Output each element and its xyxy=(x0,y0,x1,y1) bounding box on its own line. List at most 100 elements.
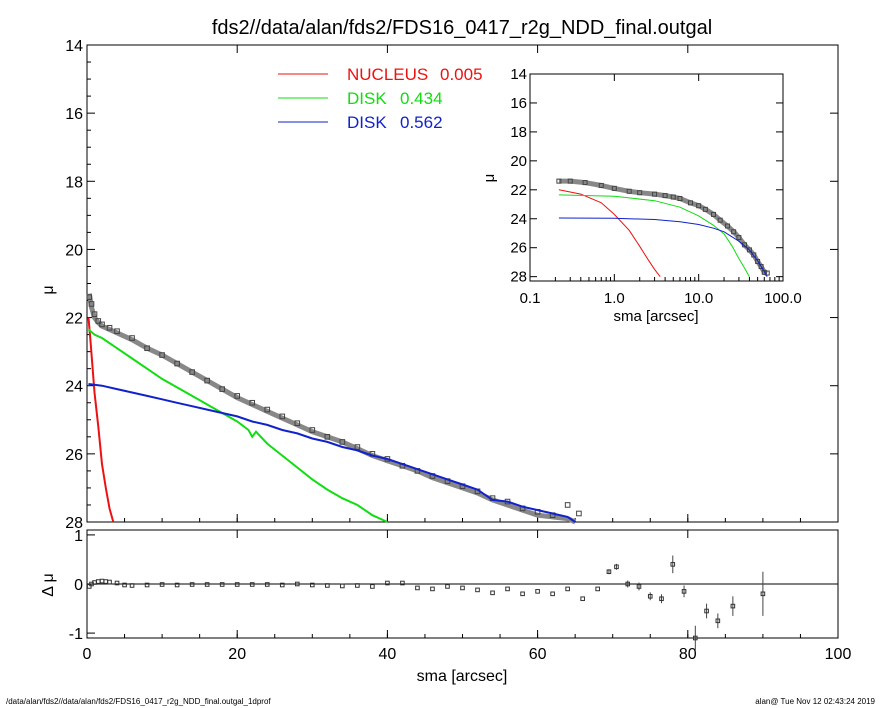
inset-data-point xyxy=(687,200,693,206)
inset-data-point xyxy=(567,178,573,184)
residual-point xyxy=(355,583,360,588)
inset-data-point xyxy=(755,258,761,264)
main-data-point xyxy=(339,439,346,445)
main-series-line-0 xyxy=(87,317,115,523)
residual-point xyxy=(460,585,465,591)
inset-xtick-label: 10.0 xyxy=(684,290,713,307)
inset-data-point xyxy=(751,252,757,258)
inset-data-point xyxy=(731,229,737,235)
main-series-line-2 xyxy=(88,383,576,523)
legend: NUCLEUS 0.005 DISK 0.434 DISK 0.562 xyxy=(278,65,483,132)
inset-ytick-label: 22 xyxy=(510,182,527,199)
inset-data-point xyxy=(696,203,702,209)
inset-data-point xyxy=(746,247,752,253)
residual-xtick-label: 60 xyxy=(529,646,547,663)
main-ytick-label: 24 xyxy=(65,379,83,396)
residual-point xyxy=(505,586,510,592)
residual-point xyxy=(144,582,150,588)
residual-point xyxy=(99,578,105,584)
inset-data-point xyxy=(652,191,658,197)
inset-data-point xyxy=(711,211,717,217)
inset-data-point xyxy=(725,223,731,229)
main-ytick-label: 28 xyxy=(65,515,83,532)
main-data-point xyxy=(159,352,165,358)
residual-point xyxy=(730,603,736,609)
inset-series-line-1 xyxy=(558,194,750,277)
main-panel: 14 16 18 20 22 24 26 28 μ xyxy=(40,38,839,532)
main-data-point xyxy=(144,345,150,352)
inset-ytick-label: 24 xyxy=(510,211,527,228)
chart-title: fds2//data/alan/fds2/FDS16_0417_r2g_NDD_… xyxy=(212,17,712,39)
main-data-point xyxy=(86,294,93,300)
residual-point xyxy=(475,587,480,593)
residual-point xyxy=(760,591,766,597)
residual-point xyxy=(715,618,721,624)
inset-data-point xyxy=(758,264,764,270)
inset-panel: 0.1 1.0 10.0 100.0 14 16 18 20 22 24 26 28 sma [arcs… xyxy=(481,66,802,325)
residual-ytick-label: 1 xyxy=(74,528,83,545)
inset-data-point xyxy=(677,195,683,201)
residual-point xyxy=(647,593,653,599)
main-model-line xyxy=(86,293,577,525)
inset-data-point xyxy=(670,194,676,200)
inset-ytick-label: 16 xyxy=(510,95,527,112)
main-data-point xyxy=(88,301,95,307)
legend-label-2: DISK xyxy=(347,113,387,132)
inset-ytick-label: 14 xyxy=(510,66,527,83)
residual-point xyxy=(219,582,225,587)
inset-ytick-label: 28 xyxy=(510,269,527,286)
residual-ylabel: Δ μ xyxy=(40,573,57,596)
main-ylabel: μ xyxy=(40,285,57,294)
residual-point xyxy=(659,596,664,602)
main-ytick-label: 26 xyxy=(65,447,83,464)
residual-point xyxy=(129,583,135,588)
residual-point xyxy=(95,579,101,584)
residual-xtick-label: 100 xyxy=(825,646,852,663)
residual-point xyxy=(159,582,165,587)
main-ytick-label: 20 xyxy=(65,242,83,259)
residual-point xyxy=(310,582,315,588)
main-ytick-label: 14 xyxy=(65,38,83,55)
residual-point xyxy=(279,582,285,588)
inset-plot-frame xyxy=(529,73,784,282)
residual-point xyxy=(606,569,612,575)
residual-point xyxy=(294,581,300,587)
main-data-point xyxy=(95,318,102,324)
inset-xtick-label: 1.0 xyxy=(604,290,625,307)
residual-point xyxy=(122,582,127,588)
residual-point xyxy=(520,591,525,597)
residual-point xyxy=(234,582,240,587)
inset-ytick-label: 26 xyxy=(510,240,527,257)
main-data-point xyxy=(106,324,113,331)
main-data-point xyxy=(91,311,98,317)
inset-xtick-label: 0.1 xyxy=(520,290,541,307)
inset-data-point xyxy=(717,217,723,223)
inset-data-point xyxy=(702,206,708,212)
main-data-point xyxy=(279,413,286,420)
main-ytick-label: 22 xyxy=(65,311,83,328)
legend-value-0: 0.005 xyxy=(440,65,483,84)
residual-point xyxy=(550,591,555,597)
legend-label-0: NUCLEUS xyxy=(347,65,428,84)
inset-data-point xyxy=(736,235,742,241)
legend-label-1: DISK xyxy=(347,89,387,108)
main-data-point xyxy=(324,434,331,440)
residual-point xyxy=(107,579,112,585)
legend-value-2: 0.562 xyxy=(400,113,443,132)
main-ytick-label: 16 xyxy=(65,106,83,123)
inset-data-point xyxy=(598,182,604,188)
residual-ytick-label: 0 xyxy=(74,577,83,594)
residual-point xyxy=(636,584,642,589)
residual-point xyxy=(580,596,585,602)
main-data-point xyxy=(234,393,240,399)
inset-data-point xyxy=(582,180,588,186)
main-data-point xyxy=(114,328,120,334)
inset-ytick-label: 20 xyxy=(510,153,527,170)
inset-series-line-0 xyxy=(558,189,661,278)
residual-point xyxy=(103,579,109,584)
main-data-point xyxy=(576,510,582,517)
inset-data-point xyxy=(556,178,562,184)
footer-left: /data/alan/fds2//data/alan/fds2/FDS16_04… xyxy=(6,697,271,706)
residual-point xyxy=(114,580,120,586)
